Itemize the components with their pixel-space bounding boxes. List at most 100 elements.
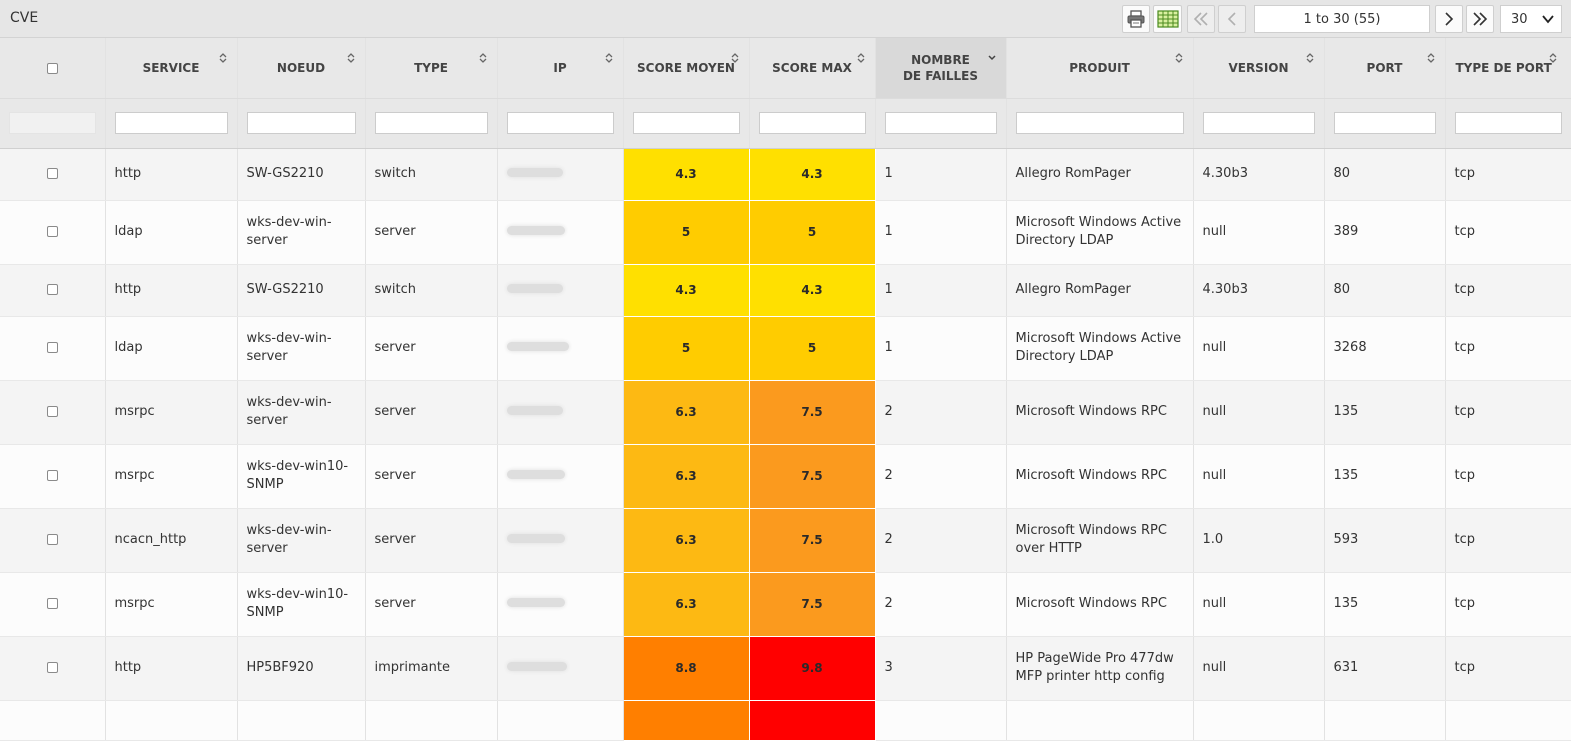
filter-noeud-input[interactable] bbox=[246, 112, 356, 134]
sort-icon bbox=[1549, 52, 1557, 68]
sort-icon bbox=[347, 52, 355, 68]
chevron-down-icon bbox=[1542, 15, 1554, 24]
type-cell: imprimante bbox=[365, 636, 498, 701]
column-header-port[interactable]: PORT bbox=[1324, 38, 1446, 99]
column-header-type[interactable]: TYPE bbox=[365, 38, 498, 99]
score-max-cell bbox=[749, 700, 876, 741]
service-cell: msrpc bbox=[105, 380, 238, 445]
table-row[interactable]: msrpc wks-dev-win-server server 6.3 7.5 2 Micr… bbox=[0, 380, 1571, 445]
type-cell bbox=[365, 700, 498, 741]
column-header-version[interactable]: VERSION bbox=[1193, 38, 1325, 99]
table-row[interactable]: msrpc wks-dev-win10-SNMP server 6.3 7.5 2 Micr… bbox=[0, 572, 1571, 637]
header-label: TYPE bbox=[414, 60, 448, 75]
table-row[interactable]: http SW-GS2210 switch 4.3 4.3 1 Allegro RomPag… bbox=[0, 148, 1571, 201]
type-cell: switch bbox=[365, 148, 498, 201]
header-label: VERSION bbox=[1228, 60, 1289, 75]
redacted-ip bbox=[506, 284, 563, 293]
table-row[interactable] bbox=[0, 700, 1571, 741]
row-checkbox[interactable] bbox=[46, 226, 58, 237]
header-label: SERVICE bbox=[142, 60, 200, 75]
filter-port-input[interactable] bbox=[1333, 112, 1436, 134]
header-label: SCORE MOYEN bbox=[637, 60, 735, 75]
filter-ip-input[interactable] bbox=[506, 112, 614, 134]
port-cell: 135 bbox=[1324, 572, 1446, 637]
header-label: PORT bbox=[1366, 60, 1403, 75]
filter-version-input[interactable] bbox=[1202, 112, 1315, 134]
ip-cell bbox=[497, 200, 624, 265]
score-max-cell: 7.5 bbox=[749, 380, 876, 445]
row-select-cell bbox=[0, 444, 106, 509]
column-header-score-max[interactable]: SCORE MAX bbox=[749, 38, 876, 99]
score-moyen-cell: 6.3 bbox=[623, 508, 750, 573]
produit-cell: Microsoft Windows Active Directory LDAP bbox=[1006, 200, 1194, 265]
ip-cell bbox=[497, 264, 624, 317]
filter-type-de-port-input[interactable] bbox=[1454, 112, 1562, 134]
header-label: IP bbox=[553, 60, 567, 75]
filter-nombre-de-failles-input[interactable] bbox=[884, 112, 997, 134]
previous-page-button[interactable] bbox=[1218, 5, 1246, 33]
noeud-cell: wks-dev-win10-SNMP bbox=[237, 572, 366, 637]
table-row[interactable]: ldap wks-dev-win-server server 5 5 1 Microsoft… bbox=[0, 200, 1571, 265]
row-checkbox[interactable] bbox=[46, 598, 58, 609]
filter-type-input[interactable] bbox=[374, 112, 488, 134]
score-moyen-cell: 8.8 bbox=[623, 636, 750, 701]
noeud-cell: wks-dev-win-server bbox=[237, 508, 366, 573]
port-cell: 631 bbox=[1324, 636, 1446, 701]
header-row: SERVICE NOEUD TYPE IP SCORE MOYEN SCORE … bbox=[0, 38, 1571, 99]
row-checkbox[interactable] bbox=[46, 168, 58, 179]
row-checkbox[interactable] bbox=[46, 534, 58, 545]
table-row[interactable]: msrpc wks-dev-win10-SNMP server 6.3 7.5 2 Micr… bbox=[0, 444, 1571, 509]
type-port-cell: tcp bbox=[1445, 380, 1571, 445]
select-all-checkbox[interactable] bbox=[46, 62, 58, 74]
last-page-button[interactable] bbox=[1466, 5, 1494, 33]
sort-icon bbox=[219, 52, 227, 68]
noeud-cell: wks-dev-win10-SNMP bbox=[237, 444, 366, 509]
column-header-score-moyen[interactable]: SCORE MOYEN bbox=[623, 38, 750, 99]
row-checkbox[interactable] bbox=[46, 662, 58, 673]
page-size-select[interactable]: 30 bbox=[1500, 5, 1562, 33]
filter-placeholder bbox=[9, 112, 96, 134]
score-moyen-cell: 6.3 bbox=[623, 572, 750, 637]
type-port-cell: tcp bbox=[1445, 636, 1571, 701]
ip-cell bbox=[497, 380, 624, 445]
row-checkbox[interactable] bbox=[46, 470, 58, 481]
next-page-button[interactable] bbox=[1435, 5, 1463, 33]
column-header-noeud[interactable]: NOEUD bbox=[237, 38, 366, 99]
column-header-ip[interactable]: IP bbox=[497, 38, 624, 99]
table-row[interactable]: http HP5BF920 imprimante 8.8 9.8 3 HP PageWide… bbox=[0, 636, 1571, 701]
score-moyen-cell: 4.3 bbox=[623, 148, 750, 201]
filter-score-max-input[interactable] bbox=[758, 112, 866, 134]
version-cell: 1.0 bbox=[1193, 508, 1325, 573]
service-cell: ncacn_http bbox=[105, 508, 238, 573]
version-cell: 4.30b3 bbox=[1193, 148, 1325, 201]
row-checkbox[interactable] bbox=[46, 284, 58, 295]
ip-cell bbox=[497, 148, 624, 201]
nombre-failles-cell: 2 bbox=[875, 380, 1007, 445]
column-header-nombre-de-failles[interactable]: NOMBRE DE FAILLES bbox=[875, 38, 1007, 99]
nombre-failles-cell: 2 bbox=[875, 444, 1007, 509]
export-excel-button[interactable] bbox=[1153, 5, 1182, 33]
column-header-type-de-port[interactable]: TYPE DE PORT bbox=[1445, 38, 1571, 99]
header-label: PRODUIT bbox=[1069, 60, 1130, 75]
produit-cell: Microsoft Windows RPC bbox=[1006, 444, 1194, 509]
filter-produit-input[interactable] bbox=[1015, 112, 1184, 134]
type-cell: switch bbox=[365, 264, 498, 317]
row-checkbox[interactable] bbox=[46, 342, 58, 353]
service-cell: http bbox=[105, 264, 238, 317]
column-header-service[interactable]: SERVICE bbox=[105, 38, 238, 99]
row-checkbox[interactable] bbox=[46, 406, 58, 417]
version-cell: null bbox=[1193, 200, 1325, 265]
table-row[interactable]: http SW-GS2210 switch 4.3 4.3 1 Allegro RomPag… bbox=[0, 264, 1571, 317]
filter-score-moyen-input[interactable] bbox=[632, 112, 740, 134]
nombre-failles-cell: 1 bbox=[875, 264, 1007, 317]
nombre-failles-cell: 1 bbox=[875, 316, 1007, 381]
service-cell bbox=[105, 700, 238, 741]
sort-icon bbox=[1427, 52, 1435, 68]
filter-service-input[interactable] bbox=[114, 112, 228, 134]
column-header-produit[interactable]: PRODUIT bbox=[1006, 38, 1194, 99]
print-button[interactable] bbox=[1122, 5, 1150, 33]
page-size-value: 30 bbox=[1511, 11, 1528, 27]
table-row[interactable]: ldap wks-dev-win-server server 5 5 1 Microsoft… bbox=[0, 316, 1571, 381]
table-row[interactable]: ncacn_http wks-dev-win-server server 6.3 7.5… bbox=[0, 508, 1571, 573]
first-page-button[interactable] bbox=[1187, 5, 1215, 33]
